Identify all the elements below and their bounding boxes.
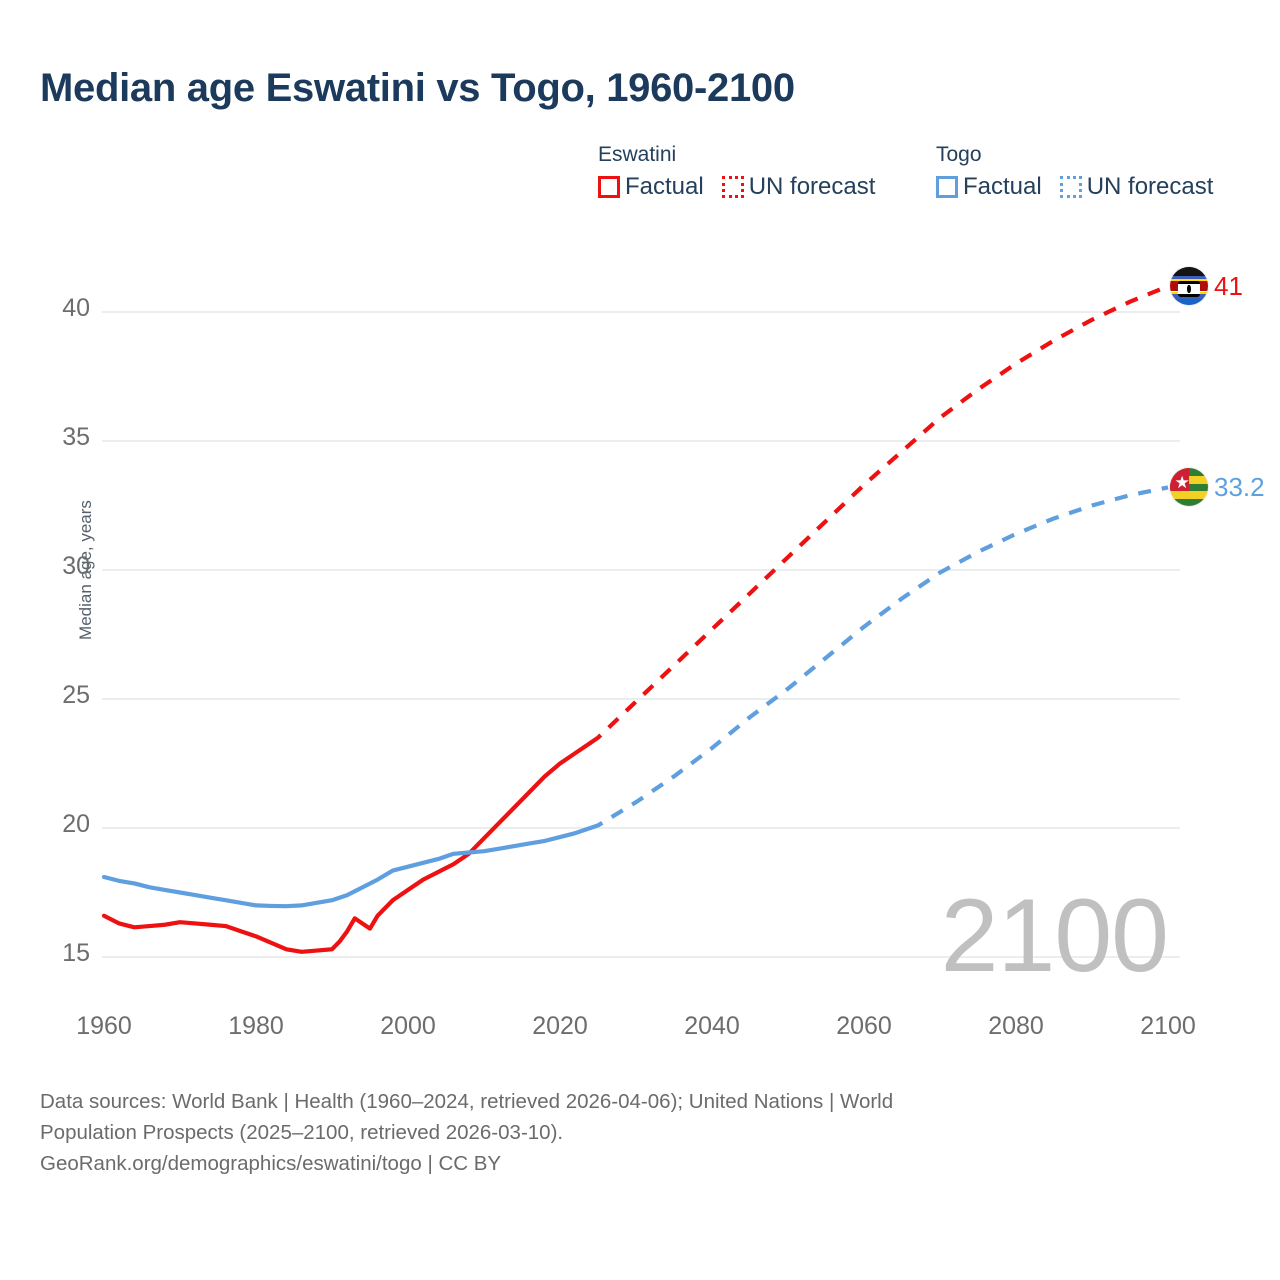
legend-item-eswatini-forecast[interactable]: UN forecast [721,173,876,201]
y-axis-tick-label: 35 [62,423,90,451]
x-axis-tick-label: 2060 [836,1012,892,1040]
y-axis-tick-label: 15 [62,939,90,967]
data-series-layer [101,284,1169,954]
togo-flag-icon [1170,468,1208,507]
series-line-forecast-eswatini [589,284,1169,745]
page-title: Median age Eswatini vs Togo, 1960-2100 [40,66,795,110]
legend-swatch-solid-blue [936,176,958,198]
series-line-forecast-togo [589,485,1169,830]
eswatini-flag-icon [1170,267,1208,306]
footer-line-3: GeoRank.org/demographics/eswatini/togo |… [40,1152,502,1175]
y-axis-tick-label: 40 [62,294,90,322]
legend-country-togo: Togo [936,143,982,166]
x-axis-tick-label: 1960 [76,1012,132,1040]
legend-swatch-dotted-red [721,176,744,198]
y-axis-tick-label: 30 [62,552,90,580]
y-axis-tick-label: 20 [62,810,90,838]
footer-line-2: Population Prospects (2025–2100, retriev… [40,1121,564,1144]
footer-sources: Data sources: World Bank | Health (1960–… [40,1086,1170,1179]
x-axis-tick-label: 2080 [988,1012,1044,1040]
endpoint-value-eswatini: 41 [1214,271,1243,302]
legend-label-togo-factual: Factual [963,173,1042,200]
y-axis-tick-label: 25 [62,681,90,709]
x-axis-tick-label: 2020 [532,1012,588,1040]
x-axis-tick-label: 2000 [380,1012,436,1040]
legend-swatch-solid-red [598,176,620,198]
legend-group-eswatini: Eswatini Factual UN forecast [598,143,875,201]
x-axis-tick-label: 1980 [228,1012,284,1040]
legend-item-eswatini-factual[interactable]: Factual [598,173,704,201]
legend-label-eswatini-factual: Factual [625,173,704,200]
legend-label-togo-forecast: UN forecast [1086,173,1214,200]
endpoint-value-togo: 33.2 [1214,472,1265,503]
year-watermark: 2100 [940,878,1169,994]
footer-line-1: Data sources: World Bank | Health (1960–… [40,1090,894,1113]
legend-item-togo-forecast[interactable]: UN forecast [1059,173,1214,201]
chart-legend: Eswatini Factual UN forecast Togo Factua… [598,143,1258,223]
endpoint-marker-togo: 33.2 [1170,468,1265,507]
legend-item-togo-factual[interactable]: Factual [936,173,1042,201]
x-axis-tick-label: 2040 [684,1012,740,1040]
gridlines [102,311,1180,958]
series-line-factual-eswatini [101,740,593,954]
series-line-factual-togo [101,825,593,909]
legend-country-eswatini: Eswatini [598,143,677,166]
endpoint-marker-eswatini: 41 [1170,267,1243,306]
x-axis-tick-label: 2100 [1140,1012,1196,1040]
legend-label-eswatini-forecast: UN forecast [748,173,876,200]
legend-group-togo: Togo Factual UN forecast [936,143,1213,201]
legend-swatch-dotted-blue [1059,176,1082,198]
